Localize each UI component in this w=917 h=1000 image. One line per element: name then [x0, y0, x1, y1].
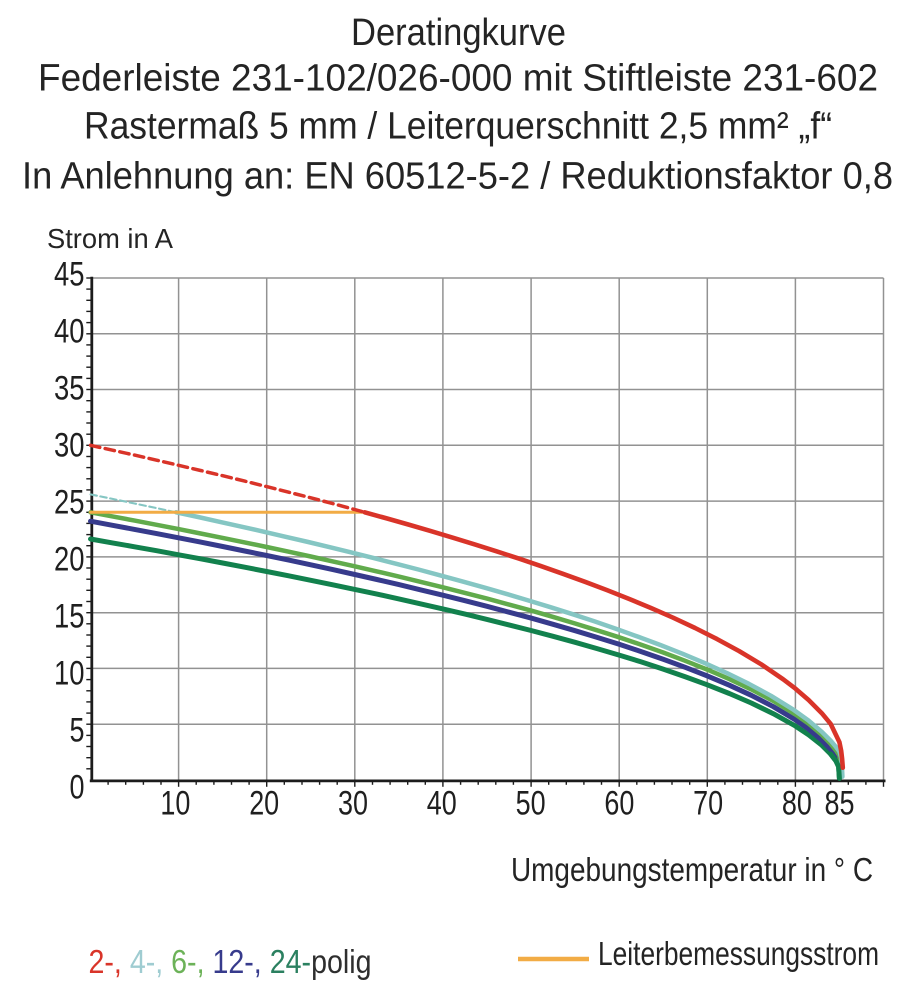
svg-text:2-, 4-, 6-, 12-, 24-polig: 2-, 4-, 6-, 12-, 24-polig: [89, 943, 372, 980]
svg-text:Umgebungstemperatur in ° C: Umgebungstemperatur in ° C: [511, 851, 873, 888]
svg-text:Strom in A: Strom in A: [47, 223, 173, 254]
svg-text:Leiterbemessungsstrom: Leiterbemessungsstrom: [598, 935, 879, 972]
svg-text:60: 60: [604, 785, 634, 823]
svg-text:Rastermaß 5 mm / Leiterquersch: Rastermaß 5 mm / Leiterquerschnitt 2,5 m…: [84, 106, 832, 148]
svg-text:35: 35: [54, 370, 85, 408]
svg-text:40: 40: [54, 313, 85, 351]
svg-text:Federleiste 231-102/026-000 mi: Federleiste 231-102/026-000 mit Stiftlei…: [38, 58, 878, 100]
svg-text:20: 20: [249, 785, 279, 823]
svg-text:50: 50: [516, 785, 546, 823]
svg-text:40: 40: [427, 785, 457, 823]
svg-text:20: 20: [54, 541, 85, 579]
svg-text:85: 85: [825, 785, 855, 823]
svg-text:80: 80: [782, 785, 812, 823]
svg-text:Deratingkurve: Deratingkurve: [351, 12, 566, 54]
svg-text:45: 45: [54, 256, 85, 294]
svg-text:10: 10: [160, 785, 190, 823]
svg-text:0: 0: [70, 769, 85, 807]
svg-text:10: 10: [54, 655, 85, 693]
svg-text:15: 15: [54, 598, 85, 636]
svg-text:70: 70: [693, 785, 723, 823]
svg-text:5: 5: [70, 712, 85, 750]
svg-text:25: 25: [54, 484, 85, 522]
svg-text:30: 30: [54, 427, 85, 465]
svg-text:In Anlehnung an: EN 60512-5-2: In Anlehnung an: EN 60512-5-2 / Reduktio…: [22, 156, 893, 198]
svg-text:30: 30: [338, 785, 368, 823]
